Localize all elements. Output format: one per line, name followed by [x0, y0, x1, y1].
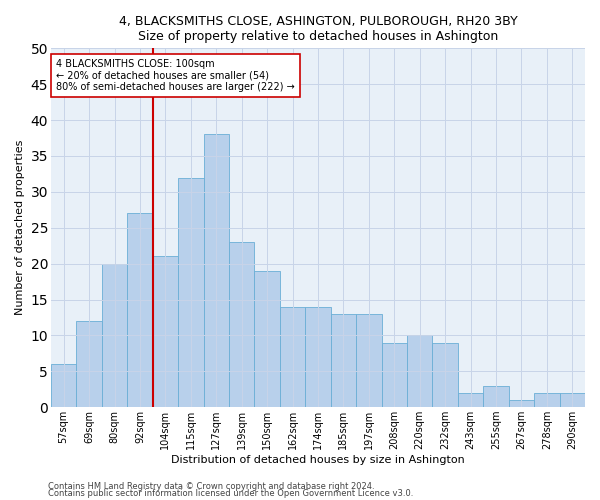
Text: Contains HM Land Registry data © Crown copyright and database right 2024.: Contains HM Land Registry data © Crown c…	[48, 482, 374, 491]
Bar	[102, 264, 127, 407]
Bar	[229, 242, 254, 407]
Bar	[51, 364, 76, 407]
Bar	[433, 342, 458, 407]
Bar	[254, 271, 280, 407]
Bar	[305, 306, 331, 407]
Bar	[534, 393, 560, 407]
X-axis label: Distribution of detached houses by size in Ashington: Distribution of detached houses by size …	[171, 455, 465, 465]
Bar	[382, 342, 407, 407]
Text: Contains public sector information licensed under the Open Government Licence v3: Contains public sector information licen…	[48, 490, 413, 498]
Bar	[127, 214, 152, 407]
Title: 4, BLACKSMITHS CLOSE, ASHINGTON, PULBOROUGH, RH20 3BY
Size of property relative : 4, BLACKSMITHS CLOSE, ASHINGTON, PULBORO…	[119, 15, 517, 43]
Bar	[458, 393, 483, 407]
Bar	[178, 178, 203, 407]
Bar	[509, 400, 534, 407]
Text: 4 BLACKSMITHS CLOSE: 100sqm
← 20% of detached houses are smaller (54)
80% of sem: 4 BLACKSMITHS CLOSE: 100sqm ← 20% of det…	[56, 59, 295, 92]
Bar	[356, 314, 382, 407]
Bar	[152, 256, 178, 407]
Bar	[280, 306, 305, 407]
Y-axis label: Number of detached properties: Number of detached properties	[15, 140, 25, 316]
Bar	[203, 134, 229, 407]
Bar	[560, 393, 585, 407]
Bar	[76, 321, 102, 407]
Bar	[407, 336, 433, 407]
Bar	[483, 386, 509, 407]
Bar	[331, 314, 356, 407]
